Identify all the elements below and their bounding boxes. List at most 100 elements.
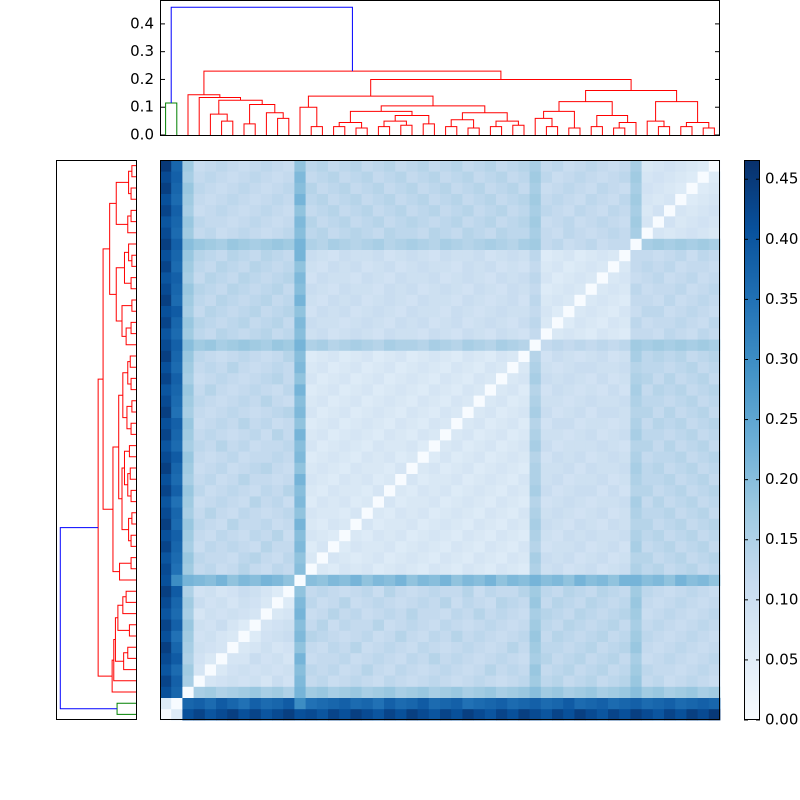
heat-cell bbox=[260, 619, 273, 631]
heat-cell bbox=[630, 440, 642, 452]
heat-cell bbox=[171, 484, 183, 497]
heat-cell bbox=[630, 316, 642, 329]
heat-cell bbox=[451, 227, 463, 239]
heat-cell bbox=[596, 686, 609, 698]
heat-cell bbox=[496, 361, 508, 374]
heat-cell bbox=[540, 484, 553, 497]
heat-cell bbox=[496, 518, 508, 530]
heat-cell bbox=[574, 305, 586, 318]
heat-cell bbox=[529, 193, 542, 206]
heat-cell bbox=[664, 708, 676, 721]
colorbar-tick-label: 0.30 bbox=[765, 350, 798, 368]
heat-cell bbox=[238, 216, 250, 228]
heat-cell bbox=[473, 473, 486, 486]
heat-cell bbox=[652, 294, 665, 306]
heat-cell bbox=[585, 608, 598, 620]
heat-cell bbox=[160, 417, 172, 430]
heat-cell bbox=[574, 283, 586, 295]
heat-cell bbox=[182, 328, 194, 340]
heat-cell bbox=[529, 552, 542, 564]
heat-cell bbox=[574, 641, 586, 654]
heat-cell bbox=[619, 529, 631, 542]
heat-cell bbox=[216, 630, 228, 642]
heat-cell bbox=[518, 417, 530, 430]
heat-cell bbox=[272, 697, 284, 710]
heat-cell bbox=[361, 652, 374, 665]
heat-cell bbox=[305, 563, 318, 575]
heat-cell bbox=[563, 406, 575, 418]
heat-cell bbox=[182, 708, 194, 721]
heat-cell bbox=[249, 361, 262, 374]
heat-cell bbox=[249, 496, 262, 508]
heat-cell bbox=[619, 652, 631, 665]
heat-cell bbox=[384, 608, 396, 620]
heat-cell bbox=[316, 216, 329, 228]
heat-cell bbox=[272, 272, 284, 284]
heat-cell bbox=[294, 664, 306, 676]
heat-cell bbox=[283, 171, 295, 183]
heat-cell bbox=[227, 484, 239, 497]
heat-cell bbox=[608, 563, 620, 575]
dendrogram-link bbox=[127, 215, 136, 234]
heat-cell bbox=[552, 574, 564, 586]
heat-cell bbox=[496, 160, 508, 172]
heat-cell bbox=[182, 585, 194, 598]
heatmap-frame bbox=[160, 160, 720, 720]
heat-cell bbox=[350, 608, 362, 620]
heat-cell bbox=[496, 596, 508, 609]
heat-cell bbox=[272, 540, 284, 553]
heat-cell bbox=[238, 574, 250, 586]
heat-cell bbox=[316, 283, 329, 295]
heat-cell bbox=[395, 350, 407, 362]
heat-cell bbox=[350, 227, 362, 239]
heat-cell bbox=[473, 585, 486, 598]
heat-cell bbox=[238, 675, 250, 687]
heat-cell bbox=[697, 518, 710, 530]
heat-cell bbox=[563, 238, 575, 250]
heat-cell bbox=[182, 686, 194, 698]
heat-cell bbox=[238, 160, 250, 172]
heat-cell bbox=[641, 652, 654, 665]
heat-cell bbox=[339, 428, 351, 441]
heat-cell bbox=[484, 518, 497, 530]
heat-cell bbox=[585, 462, 598, 474]
heat-cell bbox=[697, 361, 710, 374]
heat-cell bbox=[496, 652, 508, 665]
heat-cell bbox=[496, 451, 508, 463]
heat-cell bbox=[641, 619, 654, 631]
heat-cell bbox=[619, 160, 631, 172]
heat-cell bbox=[249, 697, 262, 710]
heat-cell bbox=[361, 630, 374, 642]
heat-cell bbox=[608, 305, 620, 318]
heat-cell bbox=[473, 204, 486, 217]
heat-cell bbox=[204, 238, 217, 250]
colorbar-tick-label: 0.45 bbox=[765, 170, 798, 188]
heat-cell bbox=[160, 462, 172, 474]
heat-cell bbox=[630, 305, 642, 318]
heat-cell bbox=[440, 294, 452, 306]
heat-cell bbox=[160, 529, 172, 542]
heat-cell bbox=[305, 540, 318, 553]
heat-cell bbox=[249, 384, 262, 396]
heat-cell bbox=[182, 260, 194, 273]
heat-cell bbox=[440, 204, 452, 217]
heat-cell bbox=[339, 294, 351, 306]
heat-cell bbox=[160, 193, 172, 206]
heat-cell bbox=[204, 574, 217, 586]
heat-cell bbox=[160, 686, 172, 698]
heat-cell bbox=[204, 451, 217, 463]
heat-cell bbox=[160, 473, 172, 486]
heat-cell bbox=[406, 619, 418, 631]
heat-cell bbox=[249, 664, 262, 676]
heat-cell bbox=[204, 641, 217, 654]
heat-cell bbox=[686, 585, 698, 598]
heat-cell bbox=[193, 641, 206, 654]
heat-cell bbox=[507, 283, 519, 295]
heat-cell bbox=[608, 372, 620, 385]
heat-cell bbox=[675, 316, 687, 329]
heat-cell bbox=[596, 596, 609, 609]
heat-cell bbox=[204, 652, 217, 665]
heat-cell bbox=[417, 417, 430, 430]
heat-cell bbox=[350, 417, 362, 430]
heat-cell bbox=[372, 395, 385, 407]
